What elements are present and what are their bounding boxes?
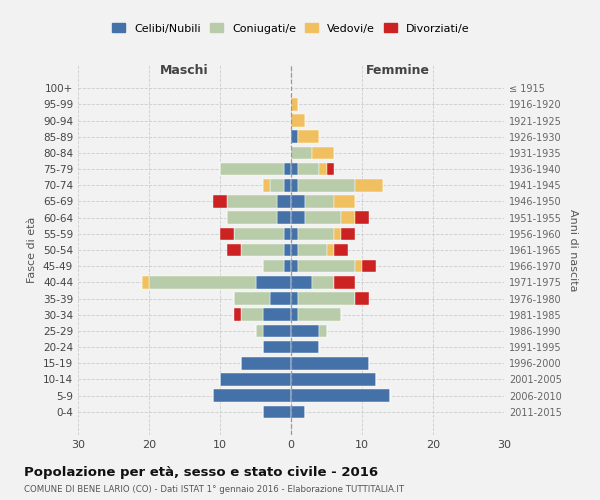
Bar [305, 212, 341, 224]
Bar [142, 276, 149, 288]
Bar [149, 276, 256, 288]
Text: Femmine: Femmine [365, 64, 430, 77]
Bar [284, 260, 291, 272]
Bar [291, 195, 305, 208]
Bar [263, 406, 291, 418]
Bar [291, 324, 319, 337]
Bar [355, 212, 369, 224]
Bar [220, 228, 234, 240]
Bar [234, 292, 270, 305]
Bar [355, 260, 362, 272]
Bar [305, 195, 334, 208]
Bar [263, 341, 291, 353]
Y-axis label: Anni di nascita: Anni di nascita [568, 209, 578, 291]
Bar [291, 373, 376, 386]
Bar [291, 228, 298, 240]
Bar [256, 276, 291, 288]
Bar [355, 292, 369, 305]
Bar [256, 324, 263, 337]
Text: Maschi: Maschi [160, 64, 209, 77]
Bar [334, 244, 348, 256]
Bar [241, 244, 284, 256]
Bar [291, 292, 298, 305]
Bar [291, 114, 305, 127]
Bar [341, 212, 355, 224]
Bar [298, 179, 355, 192]
Bar [291, 276, 313, 288]
Bar [291, 98, 298, 110]
Bar [284, 179, 291, 192]
Y-axis label: Fasce di età: Fasce di età [28, 217, 37, 283]
Bar [284, 228, 291, 240]
Bar [334, 276, 355, 288]
Bar [263, 308, 291, 321]
Bar [313, 276, 334, 288]
Bar [227, 195, 277, 208]
Bar [291, 308, 298, 321]
Bar [291, 406, 305, 418]
Bar [291, 341, 319, 353]
Bar [263, 324, 291, 337]
Bar [270, 179, 284, 192]
Bar [220, 373, 291, 386]
Bar [277, 212, 291, 224]
Bar [241, 357, 291, 370]
Bar [263, 260, 284, 272]
Bar [291, 212, 305, 224]
Bar [291, 390, 391, 402]
Bar [326, 163, 334, 175]
Bar [334, 228, 341, 240]
Bar [284, 163, 291, 175]
Text: COMUNE DI BENE LARIO (CO) - Dati ISTAT 1° gennaio 2016 - Elaborazione TUTTITALIA: COMUNE DI BENE LARIO (CO) - Dati ISTAT 1… [24, 485, 404, 494]
Bar [220, 163, 284, 175]
Bar [277, 195, 291, 208]
Bar [291, 357, 369, 370]
Bar [263, 179, 270, 192]
Bar [291, 244, 298, 256]
Bar [213, 390, 291, 402]
Bar [362, 260, 376, 272]
Bar [234, 308, 241, 321]
Bar [291, 130, 298, 143]
Bar [319, 324, 326, 337]
Bar [341, 228, 355, 240]
Legend: Celibi/Nubili, Coniugati/e, Vedovi/e, Divorziati/e: Celibi/Nubili, Coniugati/e, Vedovi/e, Di… [108, 19, 474, 38]
Bar [298, 244, 326, 256]
Bar [291, 146, 313, 159]
Bar [298, 260, 355, 272]
Bar [298, 308, 341, 321]
Bar [326, 244, 334, 256]
Bar [298, 130, 319, 143]
Bar [213, 195, 227, 208]
Bar [334, 195, 355, 208]
Bar [319, 163, 326, 175]
Bar [291, 163, 298, 175]
Bar [355, 179, 383, 192]
Bar [227, 244, 241, 256]
Bar [298, 292, 355, 305]
Bar [284, 244, 291, 256]
Text: Popolazione per età, sesso e stato civile - 2016: Popolazione per età, sesso e stato civil… [24, 466, 378, 479]
Bar [291, 260, 298, 272]
Bar [298, 228, 334, 240]
Bar [227, 212, 277, 224]
Bar [241, 308, 263, 321]
Bar [313, 146, 334, 159]
Bar [291, 179, 298, 192]
Bar [234, 228, 284, 240]
Bar [270, 292, 291, 305]
Bar [298, 163, 319, 175]
